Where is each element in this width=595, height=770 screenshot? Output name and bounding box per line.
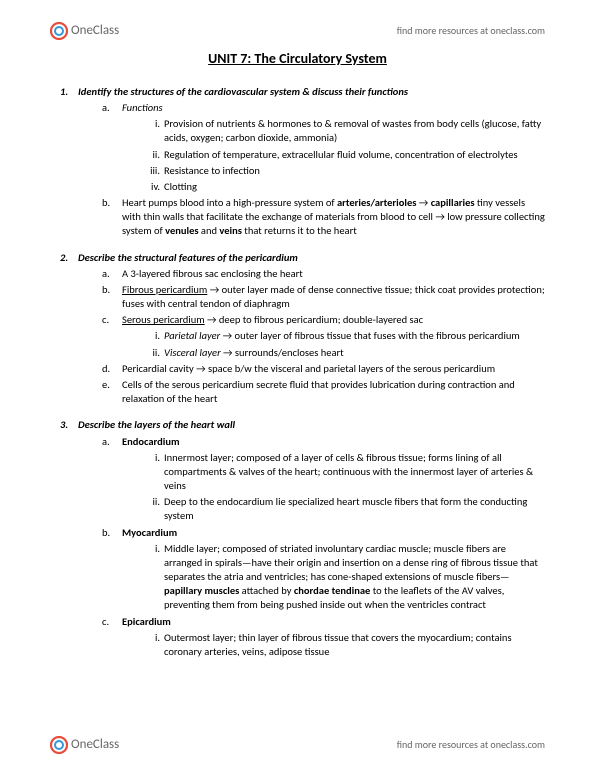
section: 2.Describe the structural features of th… <box>50 251 545 407</box>
logo-icon <box>50 736 68 754</box>
list-item: c.Epicardium <box>102 615 545 629</box>
list-subitem: ii.Regulation of temperature, extracellu… <box>142 148 545 162</box>
list-item: b.Myocardium <box>102 526 545 540</box>
section-heading: 2.Describe the structural features of th… <box>50 251 545 265</box>
section: 3.Describe the layers of the heart wall a… <box>50 418 545 659</box>
section-heading: 1.Identify the structures of the cardiov… <box>50 85 545 99</box>
footer-link[interactable]: find more resources at oneclass.com <box>397 738 545 752</box>
list-subitem: ii.Deep to the endocardium lie specializ… <box>142 495 545 523</box>
list-subitem: i.Middle layer; composed of striated inv… <box>142 542 545 613</box>
brand-name: OneClass <box>71 22 119 40</box>
list-item: b.Heart pumps blood into a high-pressure… <box>102 196 545 239</box>
page-header: OneClass find more resources at oneclass… <box>50 22 545 40</box>
section-heading: 3.Describe the layers of the heart wall <box>50 418 545 432</box>
list-subitem: iv.Clotting <box>142 180 545 194</box>
list-item: e.Cells of the serous pericardium secret… <box>102 378 545 406</box>
list-item: d.Pericardial cavity → space b/w the vis… <box>102 362 545 376</box>
list-subitem: iii.Resistance to infection <box>142 164 545 178</box>
footer-logo: OneClass <box>50 736 119 754</box>
list-subitem: i.Innermost layer; composed of a layer o… <box>142 451 545 494</box>
logo-icon <box>50 22 68 40</box>
page-footer: OneClass find more resources at oneclass… <box>50 736 545 754</box>
header-link[interactable]: find more resources at oneclass.com <box>397 24 545 38</box>
page-title: UNIT 7: The Circulatory System <box>50 50 545 69</box>
list-item: b.Fibrous pericardium → outer layer made… <box>102 283 545 311</box>
section: 1.Identify the structures of the cardiov… <box>50 85 545 239</box>
brand-name: OneClass <box>71 736 119 754</box>
list-subitem: i.Outermost layer; thin layer of fibrous… <box>142 631 545 659</box>
document-body: 1.Identify the structures of the cardiov… <box>50 85 545 659</box>
list-item: a.A 3-layered fibrous sac enclosing the … <box>102 267 545 281</box>
list-subitem: i.Provision of nutrients & hormones to &… <box>142 117 545 145</box>
list-subitem: i.Parietal layer → outer layer of fibrou… <box>142 329 545 343</box>
brand-logo: OneClass <box>50 22 119 40</box>
list-item: a.Functions <box>102 101 545 115</box>
list-subitem: ii.Visceral layer → surrounds/encloses h… <box>142 346 545 360</box>
list-item: a.Endocardium <box>102 435 545 449</box>
list-item: c.Serous pericardium → deep to fibrous p… <box>102 313 545 327</box>
